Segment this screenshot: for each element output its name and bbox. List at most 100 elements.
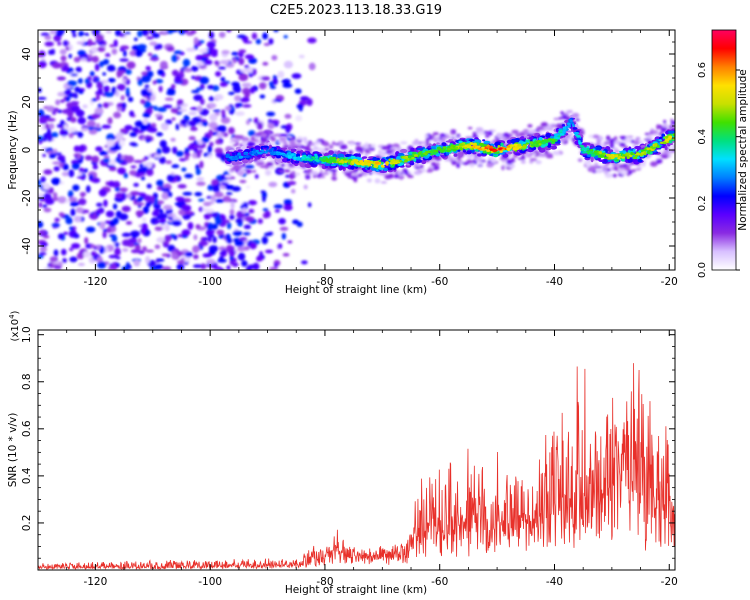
spectrogram-noise-blob bbox=[124, 124, 133, 131]
spectrogram-noise-blob bbox=[53, 107, 59, 112]
spectrogram-echo-core-blob bbox=[270, 151, 275, 155]
spectrogram-echo-core-blob bbox=[262, 145, 269, 148]
spectrogram-noise-blob bbox=[212, 184, 220, 193]
spectrogram-echo-core-blob bbox=[316, 159, 320, 162]
spectrogram-echo-core-blob bbox=[328, 150, 334, 155]
spectrogram-x-tick-label: -120 bbox=[83, 276, 107, 288]
colorbar-label: Normalized spectral amplitude bbox=[737, 69, 749, 230]
spectrogram-echo-halo-blob bbox=[426, 169, 433, 173]
spectrogram-noise-blob bbox=[283, 199, 292, 203]
spectrogram-noise-blob bbox=[192, 264, 203, 269]
spectrogram-echo-core-blob bbox=[275, 157, 283, 163]
spectrogram-noise-blob bbox=[244, 216, 255, 222]
spectrogram-noise-blob bbox=[68, 127, 78, 133]
spectrogram-noise-blob bbox=[102, 231, 107, 239]
spectrogram-echo-core-blob bbox=[397, 163, 403, 166]
spectrogram-noise-blob bbox=[140, 88, 150, 97]
spectrogram-noise-blob bbox=[79, 144, 84, 153]
spectrogram-noise-blob bbox=[156, 237, 166, 243]
spectrogram-echo-core-blob bbox=[559, 133, 565, 136]
spectrogram-echo-core-blob bbox=[271, 155, 277, 158]
spectrogram-echo-core-blob bbox=[618, 155, 623, 158]
spectrogram-echo-core-blob bbox=[424, 150, 428, 154]
spectrogram-noise-blob bbox=[290, 188, 296, 194]
spectrogram-echo-core-blob bbox=[324, 163, 331, 167]
spectrogram-echo-halo-blob bbox=[319, 169, 324, 172]
spectrogram-noise-blob bbox=[118, 139, 126, 147]
spectrogram-echo-halo-blob bbox=[603, 141, 611, 145]
spectrogram-noise-blob bbox=[146, 122, 151, 129]
spectrogram-echo-core-blob bbox=[629, 148, 634, 151]
spectrogram-echo-halo-blob bbox=[241, 142, 248, 147]
spectrogram-noise-blob bbox=[195, 167, 201, 176]
spectrogram-echo-core-blob bbox=[380, 158, 386, 163]
spectrogram-echo-halo-blob bbox=[329, 144, 334, 150]
spectrogram-noise-blob bbox=[232, 58, 237, 64]
spectrogram-noise-blob bbox=[175, 150, 184, 157]
spectrogram-noise-blob bbox=[96, 245, 101, 249]
spectrogram-noise-blob bbox=[201, 121, 209, 127]
spectrogram-noise-blob bbox=[273, 204, 284, 209]
spectrogram-noise-blob bbox=[188, 136, 196, 141]
spectrogram-echo-halo-blob bbox=[612, 173, 617, 178]
snr-x-tick-label: -80 bbox=[316, 576, 333, 588]
spectrogram-noise-blob bbox=[185, 47, 196, 52]
spectrogram-echo-core-blob bbox=[237, 149, 243, 152]
spectrogram-echo-core-blob bbox=[453, 153, 458, 157]
spectrogram-noise-blob bbox=[83, 251, 91, 258]
spectrogram-noise-blob bbox=[171, 30, 179, 33]
spectrogram-noise-blob bbox=[76, 175, 86, 179]
spectrogram-echo-halo-blob bbox=[603, 171, 609, 175]
spectrogram-noise-blob bbox=[232, 230, 243, 237]
spectrogram-noise-blob bbox=[209, 113, 218, 122]
spectrogram-noise-blob bbox=[69, 201, 80, 207]
spectrogram-noise-blob bbox=[214, 60, 219, 65]
spectrogram-echo-halo-blob bbox=[529, 160, 534, 164]
spectrogram-noise-blob bbox=[136, 202, 145, 206]
spectrogram-noise-blob bbox=[219, 81, 228, 87]
spectrogram-echo-halo-blob bbox=[609, 143, 615, 149]
spectrogram-noise-blob bbox=[181, 229, 191, 236]
spectrogram-echo-halo-blob bbox=[399, 175, 404, 180]
spectrogram-noise-blob bbox=[105, 53, 111, 58]
spectrogram-echo-core-blob bbox=[506, 145, 511, 148]
spectrogram-noise-blob bbox=[151, 210, 160, 217]
spectrogram-noise-blob bbox=[76, 41, 85, 45]
spectrogram-noise-blob bbox=[181, 167, 187, 172]
spectrogram-noise-blob bbox=[284, 174, 292, 178]
spectrogram-noise-blob bbox=[125, 221, 133, 225]
spectrogram-echo-halo-blob bbox=[486, 162, 494, 168]
spectrogram-echo-halo-blob bbox=[490, 158, 497, 164]
spectrogram-echo-core-blob bbox=[551, 138, 555, 141]
spectrogram-noise-blob bbox=[196, 181, 206, 186]
spectrogram-echo-halo-blob bbox=[496, 133, 504, 139]
spectrogram-noise-blob bbox=[76, 153, 81, 160]
spectrogram-echo-halo-blob bbox=[511, 129, 519, 134]
spectrogram-echo-core-blob bbox=[637, 158, 643, 163]
spectrogram-noise-blob bbox=[141, 136, 146, 140]
spectrogram-echo-core-blob bbox=[282, 147, 288, 150]
spectrogram-echo-core-blob bbox=[228, 156, 233, 159]
spectrogram-echo-core-blob bbox=[430, 149, 434, 153]
spectrogram-echo-halo-blob bbox=[450, 131, 454, 135]
spectrogram-echo-core-blob bbox=[561, 123, 566, 127]
spectrogram-echo-halo-blob bbox=[344, 172, 352, 177]
spectrogram-noise-blob bbox=[51, 110, 57, 115]
spectrogram-echo-halo-blob bbox=[224, 174, 232, 179]
spectrogram-echo-core-blob bbox=[533, 141, 537, 145]
spectrogram-echo-core-blob bbox=[664, 139, 670, 142]
spectrogram-echo-core-blob bbox=[286, 152, 292, 156]
spectrogram-noise-blob bbox=[218, 31, 226, 38]
spectrogram-noise-blob bbox=[130, 165, 137, 169]
spectrogram-noise-blob bbox=[174, 75, 182, 84]
spectrogram-noise-blob bbox=[215, 198, 225, 203]
spectrogram-noise-blob bbox=[171, 219, 182, 227]
spectrogram-noise-blob bbox=[184, 173, 194, 179]
spectrogram-echo-halo-blob bbox=[553, 151, 561, 156]
spectrogram-noise-blob bbox=[103, 85, 110, 92]
spectrogram-noise-blob bbox=[129, 169, 137, 176]
spectrogram-echo-halo-blob bbox=[433, 136, 441, 141]
spectrogram-noise-blob bbox=[181, 234, 189, 238]
spectrogram-noise-blob bbox=[95, 146, 103, 152]
spectrogram-echo-core-blob bbox=[265, 149, 270, 153]
